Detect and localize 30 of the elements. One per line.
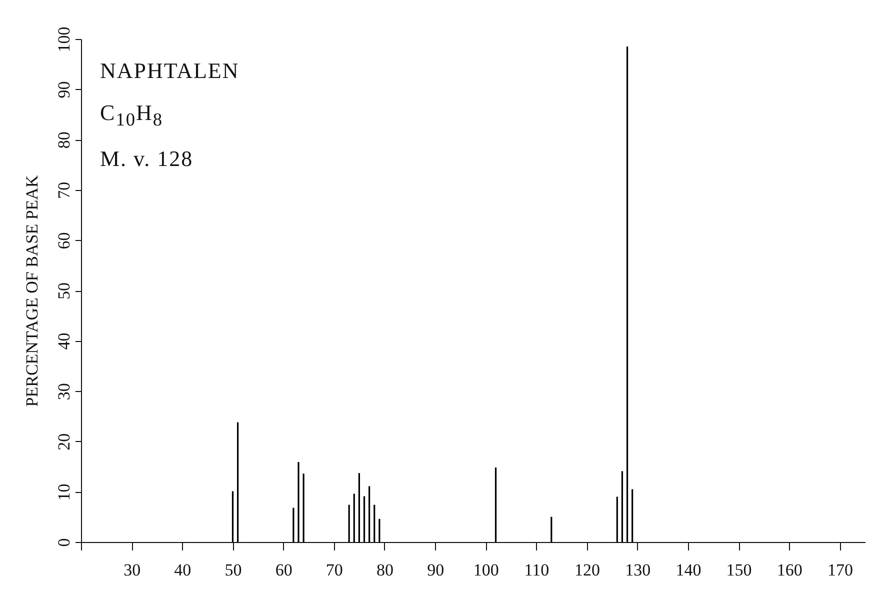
x-tick-label: 70 (326, 560, 343, 580)
x-tick-label: 40 (174, 560, 192, 580)
y-tick-label: 80 (54, 132, 74, 149)
y-tick-label: 50 (54, 282, 74, 300)
x-tick-label: 80 (376, 560, 394, 580)
x-tick-label: 110 (524, 560, 550, 580)
x-tick-label: 50 (224, 560, 242, 580)
y-tick-label: 10 (54, 484, 74, 501)
y-tick-label: 60 (54, 232, 74, 250)
y-axis-title: PERCENTAGE OF BASE PEAK (22, 174, 42, 407)
y-tick-label: 90 (54, 81, 74, 98)
y-tick-label: 20 (54, 433, 74, 450)
x-tick-label: 90 (427, 560, 444, 580)
y-tick-label: 70 (54, 182, 74, 199)
y-tick-label: 100 (54, 26, 74, 52)
annotation: C$_{10}$H$_{8}$ (100, 100, 164, 130)
x-tick-label: 170 (827, 560, 853, 580)
annotation: NAPHTALEN (100, 58, 240, 84)
x-tick-label: 130 (625, 560, 651, 580)
y-tick-label: 40 (54, 332, 74, 350)
x-tick-label: 60 (275, 560, 292, 580)
x-tick-label: 150 (726, 560, 752, 580)
y-tick-label: 30 (54, 383, 74, 400)
x-tick-label: 100 (473, 560, 499, 580)
x-tick-label: 140 (676, 560, 702, 580)
x-tick-label: 30 (124, 560, 141, 580)
x-tick-label: 160 (776, 560, 802, 580)
annotation: M. v. 128 (100, 146, 194, 172)
y-tick-label: 0 (54, 538, 74, 547)
x-tick-label: 120 (574, 560, 600, 580)
